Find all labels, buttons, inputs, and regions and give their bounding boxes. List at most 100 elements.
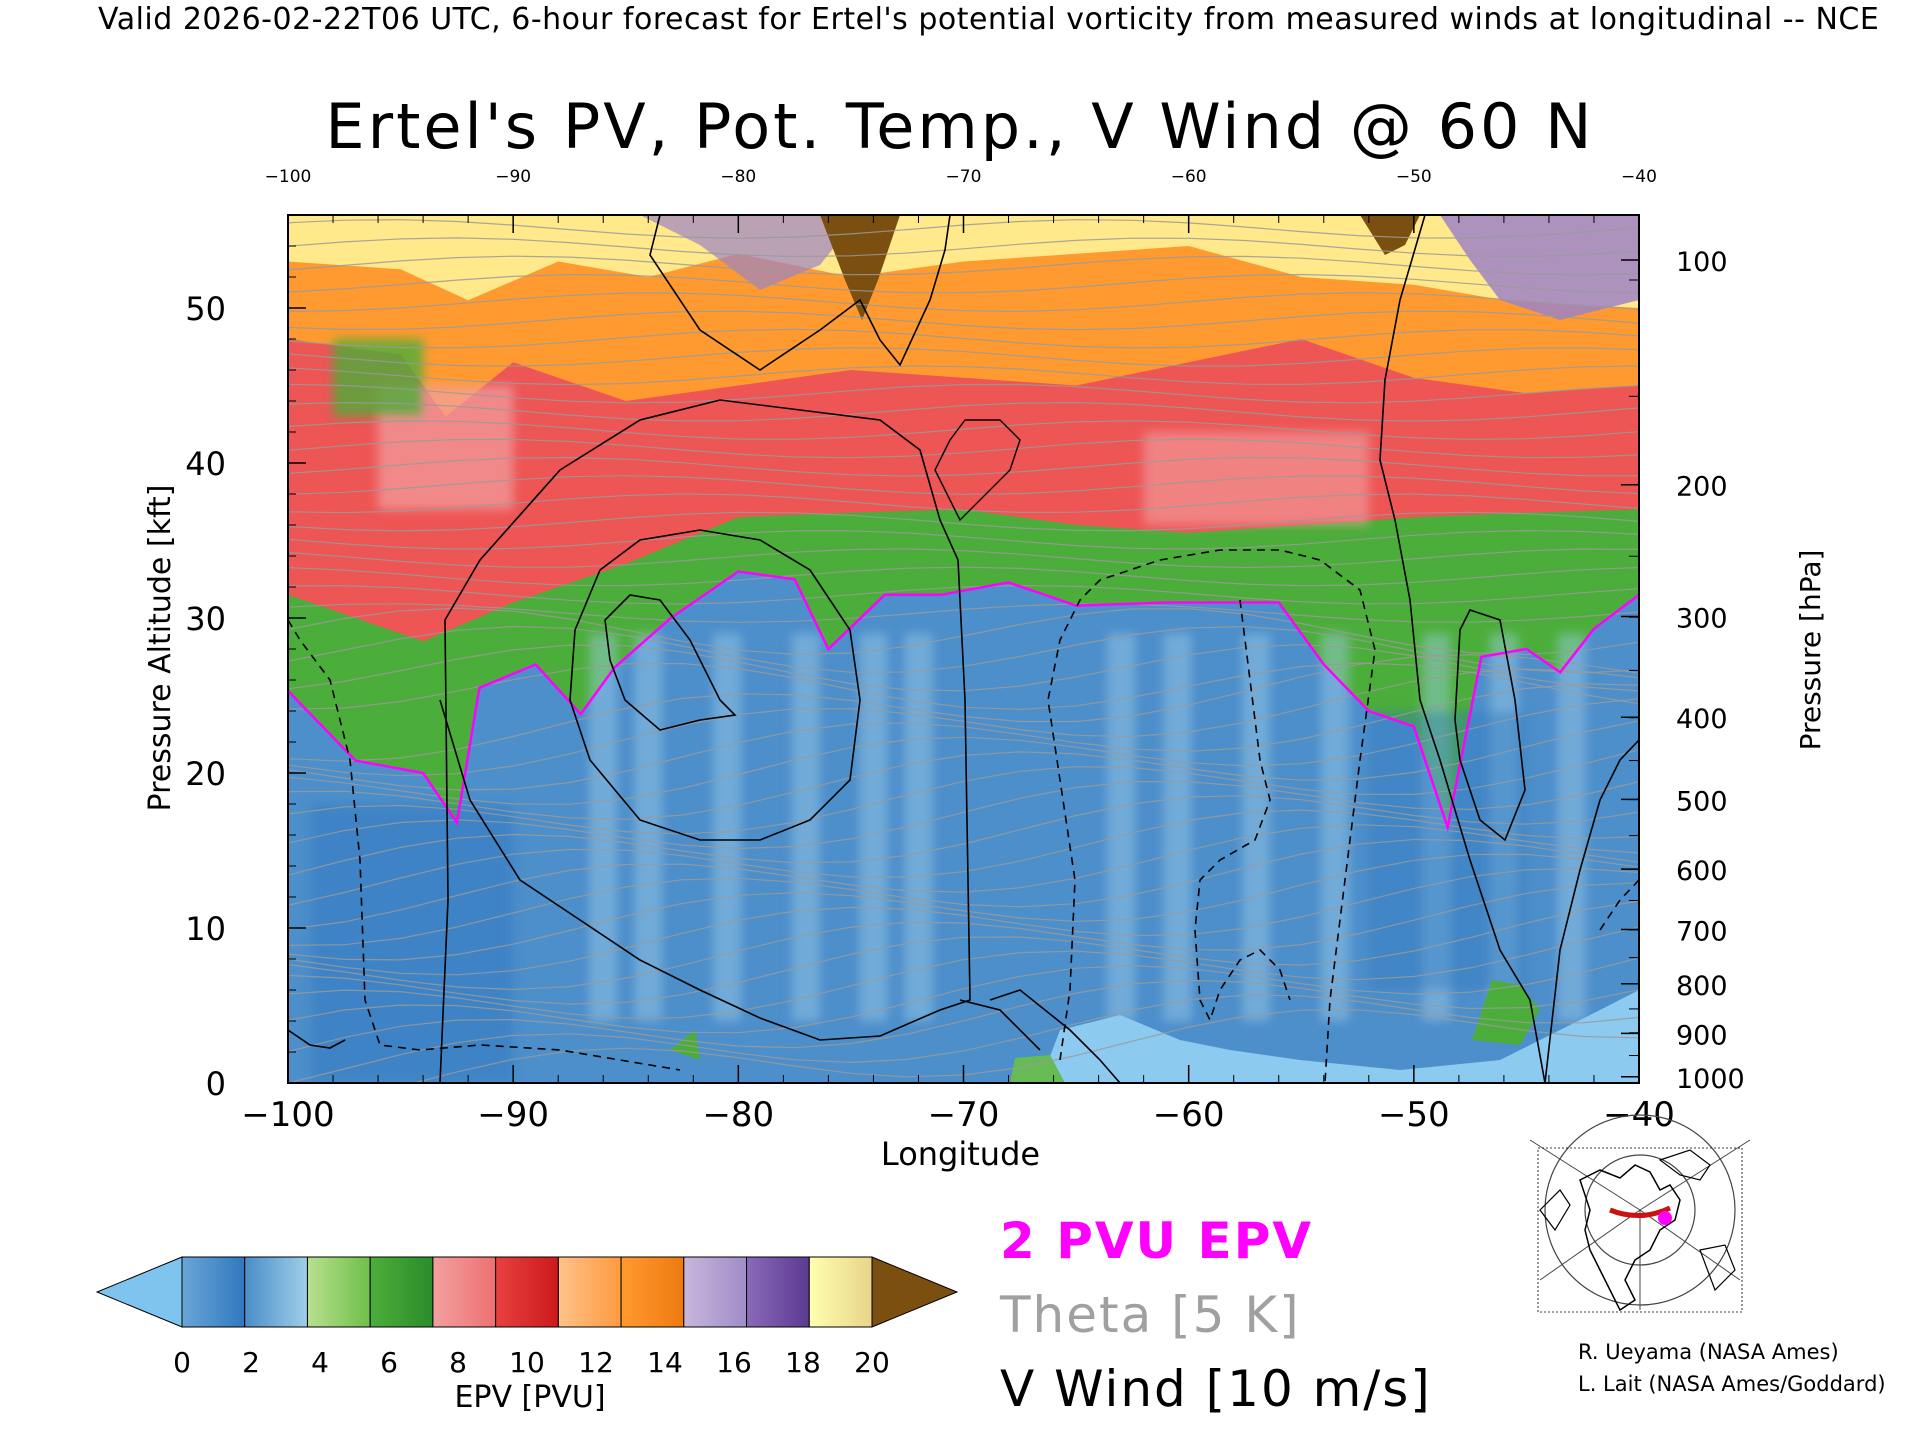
vwind-10-contour	[569, 529, 861, 841]
map-track-line	[1609, 1205, 1672, 1218]
colorbar-segment	[495, 1256, 559, 1328]
vwind-zero-contour-lower	[959, 999, 1041, 1051]
y-tick-label: 50	[185, 290, 226, 328]
vwind-10-contour-right	[1454, 609, 1526, 842]
theta-contour	[288, 603, 1639, 623]
theta-contour	[288, 882, 1639, 991]
theta-contour	[288, 780, 1639, 850]
theta-contour	[288, 838, 1639, 946]
theta-contour	[288, 420, 1639, 441]
colorbar-segment	[181, 1256, 246, 1328]
surface-green-patch	[1472, 980, 1540, 1045]
header-line: Valid 2026-02-22T06 UTC, 6-hour forecast…	[98, 2, 1880, 37]
theta-contour	[288, 401, 1639, 422]
theta-contour	[288, 548, 1639, 569]
colorbar-tick-label: 8	[449, 1346, 467, 1379]
x-top-tick-label: −90	[495, 167, 531, 187]
legend-2pvu: 2 PVU EPV	[1000, 1212, 1314, 1270]
theta-contour	[288, 749, 1639, 835]
x-top-tick-label: −80	[720, 167, 756, 187]
theta-contour	[288, 853, 1639, 961]
theta-contour	[288, 809, 1639, 906]
theta-contour	[288, 994, 1639, 1083]
pv-texture-stripe	[904, 633, 933, 1021]
x-axis-label: Longitude	[881, 1135, 1040, 1173]
map-coastline-3	[1539, 1189, 1571, 1232]
colorbar-segment	[746, 1256, 810, 1328]
vwind-zero-contour-low	[989, 989, 1121, 1083]
x-top-tick-label: −40	[1621, 167, 1657, 187]
pv-texture-stripe	[1163, 633, 1192, 1021]
colorbar-tick-label: 4	[311, 1346, 329, 1379]
theta-contour	[288, 475, 1639, 495]
credit-line-2: L. Lait (NASA Ames/Goddard)	[1578, 1372, 1886, 1396]
theta-contour	[288, 493, 1639, 514]
pv-texture-green	[333, 339, 424, 417]
pressure-tick-label: 1000	[1676, 1064, 1745, 1095]
theta-contour	[288, 644, 1639, 692]
pv-texture-dark	[310, 804, 514, 1083]
vwind-zero-contour-top	[649, 215, 951, 371]
pv-purple-patch	[1240, 215, 1639, 320]
vwind-zero-contour-right	[1379, 215, 1546, 1083]
x-top-tick-label: −70	[946, 167, 982, 187]
pressure-tick-label: 300	[1676, 603, 1728, 634]
theta-contour	[288, 668, 1639, 777]
colorbar-tick-label: 12	[578, 1346, 614, 1379]
pv-texture-pink	[1143, 432, 1369, 525]
axes: −100 −100 −90 −90 −80 −80 −70 −70 −60 −60 −50 −50 −4…	[143, 167, 1827, 1173]
theta-contour	[288, 292, 1639, 313]
colorbar-segment	[244, 1256, 308, 1328]
theta-contour	[288, 511, 1639, 532]
theta-contours	[288, 219, 1639, 1083]
x-top-tick-label: −100	[265, 167, 312, 187]
theta-contour	[288, 979, 1639, 1053]
theta-contour	[288, 310, 1639, 331]
surface-green-patch-mid	[1010, 1055, 1065, 1083]
pv-texture-stripe	[859, 633, 888, 1021]
theta-contour	[288, 584, 1639, 605]
pressure-tick-label: 100	[1676, 247, 1728, 278]
y-tick-label: 10	[185, 910, 226, 948]
map-coastline-2	[1658, 1149, 1711, 1181]
pv-purple-patch-left	[640, 215, 860, 290]
x-tick-label: −70	[928, 1095, 1000, 1135]
pressure-tick-label: 400	[1676, 704, 1728, 735]
v-wind-contours	[288, 215, 1639, 1083]
pv-texture-stripe	[1557, 633, 1586, 1021]
legend-vwind: V Wind [10 m/s]	[1000, 1360, 1432, 1418]
credit-line-1: R. Ueyama (NASA Ames)	[1578, 1340, 1839, 1364]
colorbar-segment	[432, 1256, 497, 1328]
pv-blue-layer	[288, 571, 1639, 1083]
pv-texture-stripe	[1107, 633, 1136, 1021]
theta-contour	[288, 383, 1639, 404]
theta-contour	[288, 824, 1639, 930]
colorbar: 0 2 4 6 8 10 12 14 16 18 20	[95, 1256, 959, 1379]
colorbar-segment	[557, 1256, 622, 1328]
pressure-tick-label: 900	[1676, 1020, 1728, 1051]
theta-contour	[288, 926, 1639, 1019]
vwind-zero-contour-mid	[934, 419, 1021, 522]
pv-texture-stripe	[791, 633, 820, 1021]
vwind-zero-contour-far-right	[1544, 739, 1639, 1083]
x-tick-label: −80	[702, 1095, 774, 1135]
pv-brown-patch-right	[1360, 215, 1420, 255]
colorbar-tick-label: 2	[242, 1346, 260, 1379]
x-top-tick-label: −60	[1171, 167, 1207, 187]
vwind-neg10-dashed-contour-left	[288, 619, 681, 1071]
theta-contour	[288, 566, 1639, 587]
vwind-neg10-dashed-contour-2	[1194, 599, 1291, 1023]
theta-contour	[288, 867, 1639, 976]
x-tick-label: −90	[477, 1095, 549, 1135]
pv-texture-stripe	[634, 633, 663, 1021]
colorbar-tick-label: 14	[647, 1346, 683, 1379]
polar-map-icon	[1529, 1114, 1751, 1313]
theta-contour	[288, 720, 1639, 820]
colorbar-over-arrow	[871, 1256, 959, 1328]
theta-contour	[288, 273, 1639, 294]
pv-texture-stripe	[1242, 633, 1271, 1021]
map-location-marker	[1658, 1211, 1672, 1225]
surface-lightblue-patch	[1040, 990, 1639, 1083]
vwind-neg10-dashed-contour	[1047, 549, 1376, 1083]
